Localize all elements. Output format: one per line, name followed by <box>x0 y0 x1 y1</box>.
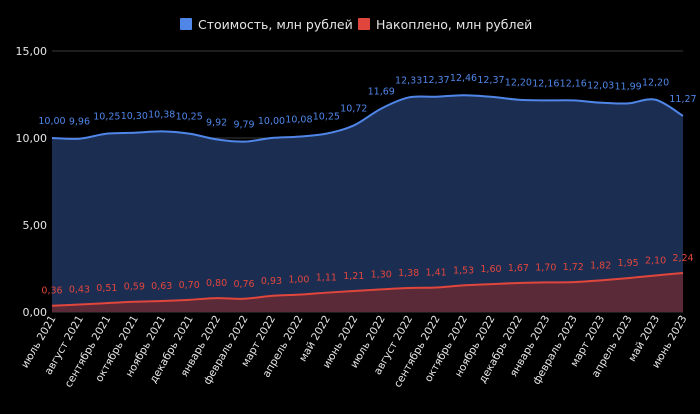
data-label: 12,20 <box>642 78 669 89</box>
y-tick-label: 10,00 <box>16 132 48 145</box>
data-label: 0,43 <box>69 285 90 296</box>
data-label: 1,82 <box>590 260 611 271</box>
data-label: 12,37 <box>422 75 449 86</box>
y-tick-label: 0,00 <box>23 306 48 319</box>
data-label: 12,20 <box>505 78 532 89</box>
data-label: 10,72 <box>340 103 367 114</box>
data-label: 0,51 <box>96 283 117 294</box>
data-label: 12,16 <box>532 78 559 89</box>
data-label: 1,38 <box>398 268 419 279</box>
data-label: 0,76 <box>233 279 254 290</box>
data-label: 1,67 <box>508 263 529 274</box>
data-label: 0,80 <box>206 278 227 289</box>
data-label: 1,41 <box>426 267 447 278</box>
data-label: 11,27 <box>669 94 696 105</box>
data-label: 12,33 <box>395 75 422 86</box>
data-label: 0,36 <box>41 286 62 297</box>
data-label: 0,59 <box>124 282 145 293</box>
y-tick-label: 5,00 <box>23 219 48 232</box>
data-label: 1,95 <box>618 258 639 269</box>
legend-label: Накоплено, млн рублей <box>376 17 532 32</box>
data-label: 10,00 <box>258 116 285 127</box>
data-label: 10,25 <box>313 112 340 123</box>
y-tick-label: 15,00 <box>16 45 48 58</box>
series-area-0 <box>52 95 683 312</box>
data-label: 12,16 <box>560 78 587 89</box>
data-label: 1,70 <box>535 262 556 273</box>
data-label: 2,24 <box>672 253 693 264</box>
data-label: 0,93 <box>261 276 282 287</box>
series-line-0 <box>51 94 684 143</box>
data-label: 11,69 <box>368 87 395 98</box>
data-label: 1,72 <box>563 262 584 273</box>
data-label: 10,25 <box>176 112 203 123</box>
data-label: 9,92 <box>206 117 227 128</box>
data-label: 10,38 <box>148 109 175 120</box>
data-label: 12,03 <box>587 81 614 92</box>
legend-swatch-1 <box>358 18 370 30</box>
data-label: 1,00 <box>288 275 309 286</box>
data-label: 1,60 <box>480 264 501 275</box>
data-label: 10,00 <box>38 116 65 127</box>
data-label: 12,37 <box>477 75 504 86</box>
legend-swatch-0 <box>180 18 192 30</box>
data-label: 10,25 <box>93 112 120 123</box>
data-label: 1,11 <box>316 273 337 284</box>
data-label: 10,08 <box>285 115 312 126</box>
data-label: 2,10 <box>645 255 666 266</box>
series-line-1 <box>51 272 684 307</box>
data-label: 9,79 <box>233 120 254 131</box>
data-label: 9,96 <box>69 117 90 128</box>
data-label: 12,46 <box>450 73 477 84</box>
data-label: 10,30 <box>121 111 148 122</box>
data-label: 1,21 <box>343 271 364 282</box>
data-label: 11,99 <box>615 81 642 92</box>
data-label: 1,53 <box>453 265 474 276</box>
data-label: 0,63 <box>151 281 172 292</box>
legend-label: Стоимость, млн рублей <box>198 17 353 32</box>
data-label: 1,30 <box>371 269 392 280</box>
data-label: 0,70 <box>179 280 200 291</box>
